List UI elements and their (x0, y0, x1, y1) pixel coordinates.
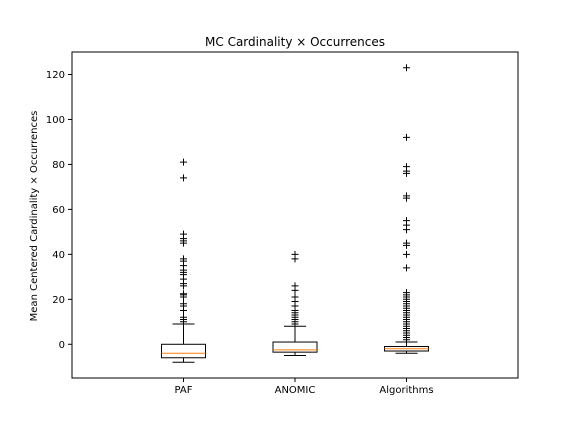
flier-point (291, 282, 299, 290)
box-iqr (161, 343, 206, 359)
flier-point (180, 158, 187, 166)
x-tick-label: ANOMIC (275, 385, 316, 396)
plot-area: 0 20 40 60 80 100 120 PAF ANOMIC Algorithms (46, 64, 434, 396)
box-iqr (272, 341, 318, 353)
flier-point (180, 300, 187, 308)
chart-title: MC Cardinality × Occurrences (205, 35, 385, 49)
flier-point (291, 293, 299, 301)
flier-point (180, 255, 187, 263)
flier-point (403, 192, 410, 200)
flier-point (180, 313, 187, 321)
flier-point (180, 174, 187, 182)
flier-point (180, 230, 187, 238)
flier-point (403, 64, 410, 72)
x-tick-label: Algorithms (379, 385, 433, 396)
flier-point (403, 250, 410, 258)
flier-point (403, 217, 410, 225)
y-tick-label: 0 (59, 340, 65, 351)
y-tick-label: 40 (52, 250, 65, 261)
flier-point (180, 290, 187, 298)
y-tick-label: 20 (52, 295, 65, 306)
flier-point (403, 239, 410, 247)
y-tick-label: 80 (52, 160, 65, 171)
y-tick-label: 100 (46, 115, 65, 126)
flier-point (403, 133, 410, 141)
y-tick-label: 120 (46, 70, 65, 81)
axes-frame (71, 51, 519, 379)
flier-point (403, 289, 410, 297)
y-tick-label: 60 (52, 205, 65, 216)
x-tick-label: PAF (175, 385, 193, 396)
flier-point (291, 250, 299, 258)
flier-point (403, 264, 410, 272)
flier-point (403, 163, 410, 171)
y-axis-label: Mean Centered Cardinality × Occurrences (29, 111, 40, 322)
